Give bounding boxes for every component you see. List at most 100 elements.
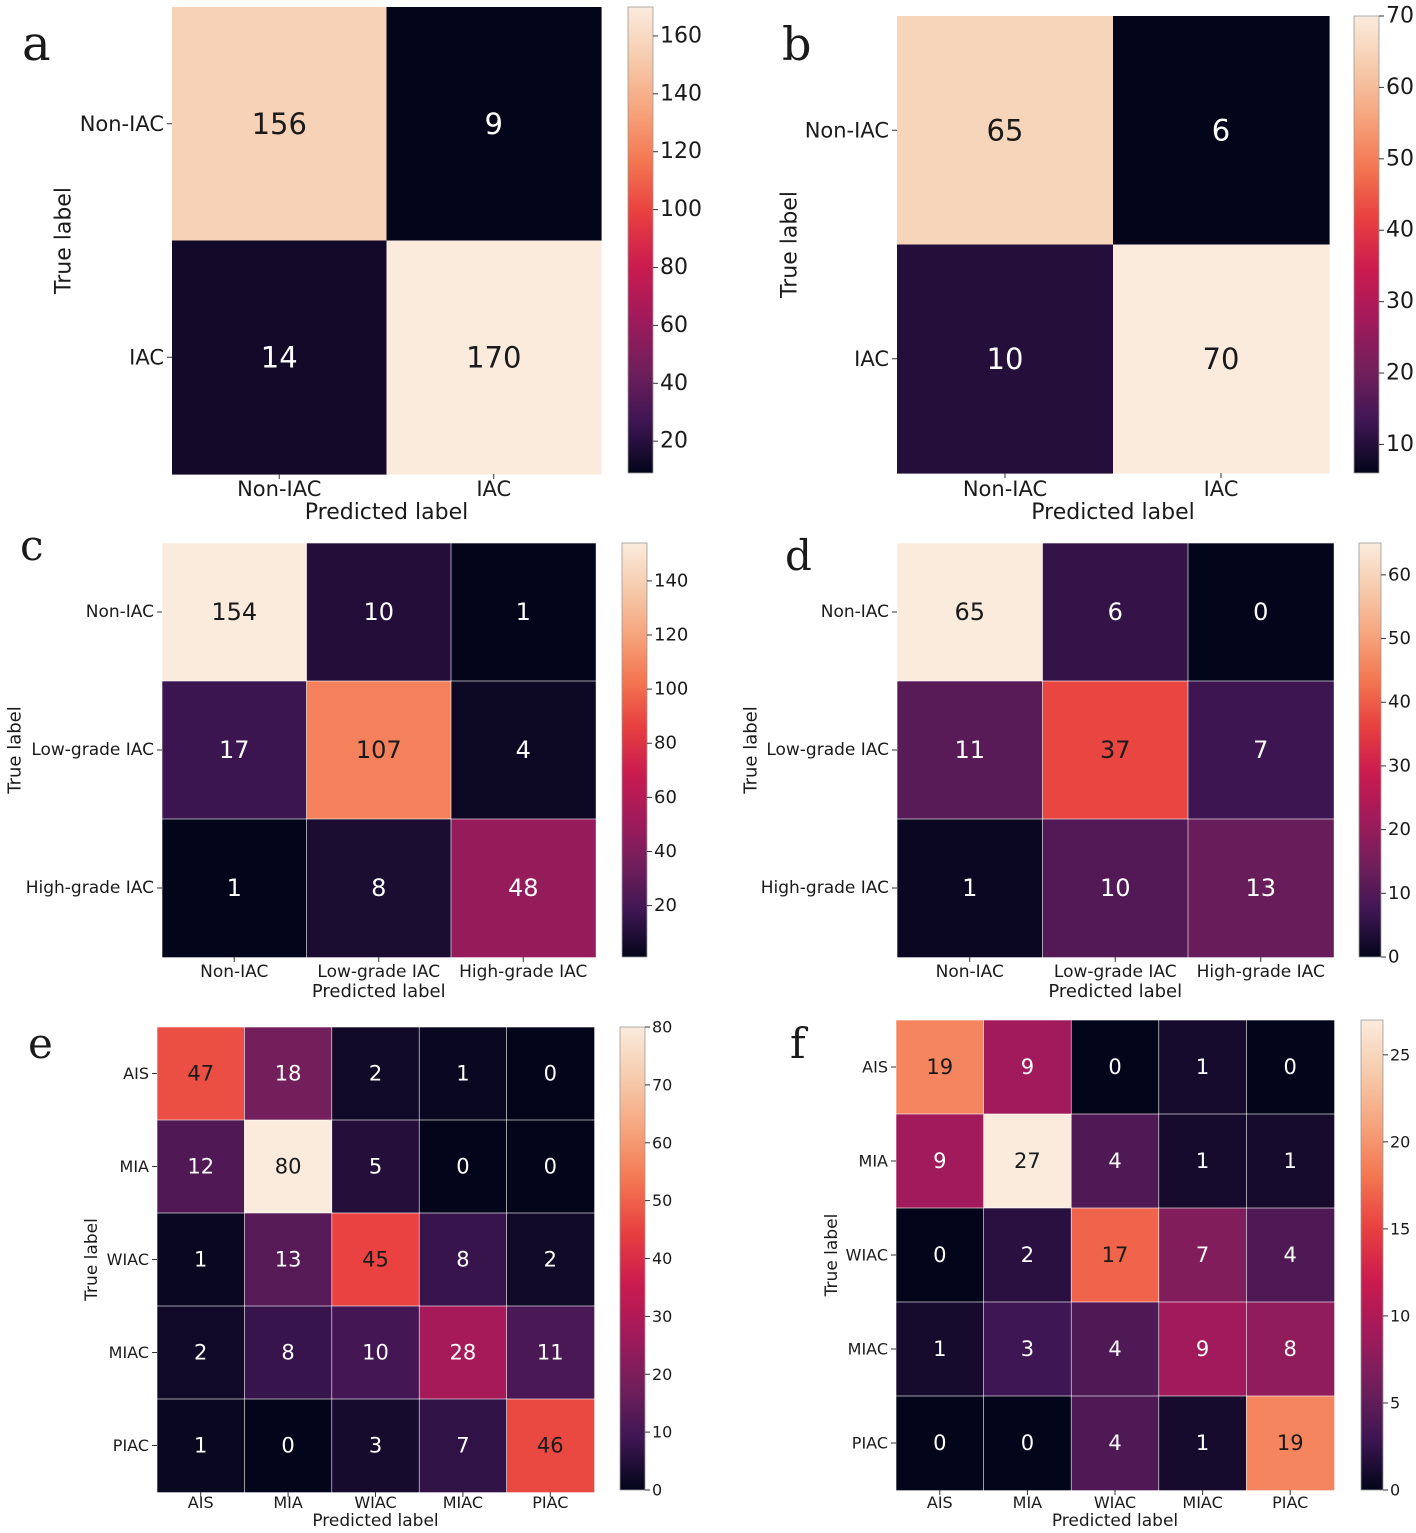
heatmap-cell	[983, 1207, 1073, 1303]
colorbar	[1360, 1019, 1384, 1491]
heatmap-cell	[331, 1212, 421, 1307]
y-tick-label: Low-grade IAC	[31, 740, 154, 760]
heatmap-cell	[418, 1212, 508, 1307]
heatmap-cell	[1158, 1113, 1248, 1209]
cell-value-label: 4	[1108, 1337, 1121, 1361]
cell-value-label: 7	[1196, 1243, 1209, 1267]
colorbar-tick-label: 50	[652, 1191, 672, 1210]
y-tick-label: Non-IAC	[86, 602, 154, 622]
heatmap-cell	[156, 1305, 246, 1400]
panel-b: b 65 6 10 70 Non-IAC IAC Non-IAC IAC Predicted la…	[778, 4, 1415, 526]
panel-a: a 156 9 14 170 Non-IAC IAC Non-IAC IAC Predicted …	[22, 6, 702, 525]
heatmap-cell	[1070, 1207, 1160, 1303]
cell-value-label: 7	[456, 1434, 469, 1458]
y-tick-label: Low-grade IAC	[766, 740, 889, 760]
heatmap-cell	[1113, 16, 1330, 246]
cell-value-label: 8	[281, 1341, 294, 1365]
x-tick-label: MIAC	[1182, 1493, 1222, 1512]
colorbar-tick-label: 40	[654, 841, 677, 862]
cell-value-label: 1	[456, 1062, 469, 1086]
cell-value-label: 48	[508, 874, 539, 902]
colorbar-tick-label: 140	[654, 570, 688, 591]
colorbar-tick-label: 10	[1390, 1306, 1410, 1325]
cell-value-label: 70	[1203, 342, 1240, 376]
cell-value-label: 4	[1284, 1243, 1297, 1267]
cell-value-label: 10	[363, 598, 394, 626]
colorbar	[627, 6, 654, 474]
cell-value-label: 1	[516, 598, 531, 626]
cell-value-label: 10	[987, 342, 1024, 376]
y-axis-label: True label	[822, 1214, 842, 1298]
colorbar-tick-label: 120	[660, 139, 702, 164]
x-tick-label: Non-IAC	[936, 962, 1004, 982]
cell-value-label: 4	[1108, 1431, 1121, 1455]
heatmap-cell	[897, 16, 1114, 246]
heatmap-cell	[1246, 1301, 1335, 1397]
colorbar-tick-label: 5	[1390, 1393, 1400, 1412]
y-tick-label: MIAC	[109, 1343, 149, 1362]
colorbar-tick-label: 15	[1390, 1219, 1410, 1238]
x-tick-label: MIA	[273, 1493, 303, 1512]
colorbar-tick-label: 100	[660, 197, 702, 222]
y-tick-label: AIS	[862, 1058, 888, 1077]
y-tick-label: Non-IAC	[80, 112, 164, 136]
colorbar-tick-label: 20	[654, 895, 677, 916]
cell-value-label: 1	[933, 1337, 946, 1361]
heatmap-cell	[306, 680, 452, 820]
heatmap-cell	[895, 1301, 985, 1397]
panel-letter: b	[782, 17, 811, 71]
cell-value-label: 11	[537, 1341, 564, 1365]
heatmap-cell	[1070, 1019, 1160, 1115]
cell-value-label: 9	[485, 107, 503, 141]
cell-value-label: 28	[450, 1341, 477, 1365]
cell-value-label: 1	[1196, 1055, 1209, 1079]
colorbar	[621, 542, 648, 958]
cell-value-label: 1	[227, 874, 242, 902]
cell-value-label: 14	[261, 340, 298, 374]
cell-value-label: 0	[933, 1431, 946, 1455]
colorbar	[1353, 15, 1380, 474]
heatmap-cell	[172, 240, 388, 475]
heatmap-cell	[418, 1305, 508, 1400]
x-tick-label: Low-grade IAC	[317, 962, 440, 982]
x-axis-label: Predicted label	[1052, 1511, 1178, 1531]
heatmap-cell	[1042, 542, 1189, 682]
heatmap-cell	[386, 7, 602, 242]
cell-value-label: 12	[187, 1155, 214, 1179]
cell-value-label: 18	[275, 1062, 302, 1086]
cell-value-label: 0	[1021, 1431, 1034, 1455]
cell-value-label: 1	[962, 874, 977, 902]
cell-value-label: 19	[926, 1055, 953, 1079]
cell-value-label: 170	[466, 340, 521, 374]
y-tick-label: High-grade IAC	[761, 878, 889, 898]
cell-value-label: 11	[954, 736, 985, 764]
y-tick-label: IAC	[854, 347, 889, 371]
heatmap-cell	[506, 1398, 595, 1493]
cell-value-label: 8	[371, 874, 386, 902]
cell-value-label: 1	[1196, 1149, 1209, 1173]
heatmap-cell	[418, 1398, 508, 1493]
heatmap-cell	[156, 1026, 246, 1121]
cell-value-label: 0	[1284, 1055, 1297, 1079]
colorbar-tick-label: 140	[660, 81, 702, 106]
y-axis-label: True label	[82, 1218, 102, 1302]
panel-letter: f	[790, 1019, 809, 1068]
colorbar-tick-label: 80	[652, 1018, 672, 1037]
heatmap-cell	[506, 1119, 595, 1214]
y-tick-label: IAC	[129, 345, 164, 369]
heatmap-cell	[896, 680, 1044, 820]
x-tick-label: IAC	[1204, 477, 1239, 501]
heatmap-cell	[161, 680, 308, 820]
heatmap-cell	[1187, 680, 1335, 820]
cell-value-label: 0	[544, 1062, 557, 1086]
x-tick-label: PIAC	[532, 1493, 568, 1512]
y-tick-label: MIAC	[848, 1340, 888, 1359]
heatmap-cell	[450, 542, 597, 682]
heatmap-cell	[895, 1207, 985, 1303]
colorbar-tick-label: 20	[652, 1365, 672, 1384]
y-tick-label: WIAC	[846, 1246, 888, 1265]
x-tick-label: AIS	[188, 1493, 214, 1512]
heatmap-cell	[1246, 1113, 1335, 1209]
x-tick-label: Non-IAC	[963, 477, 1047, 501]
cell-value-label: 1	[194, 1248, 207, 1272]
